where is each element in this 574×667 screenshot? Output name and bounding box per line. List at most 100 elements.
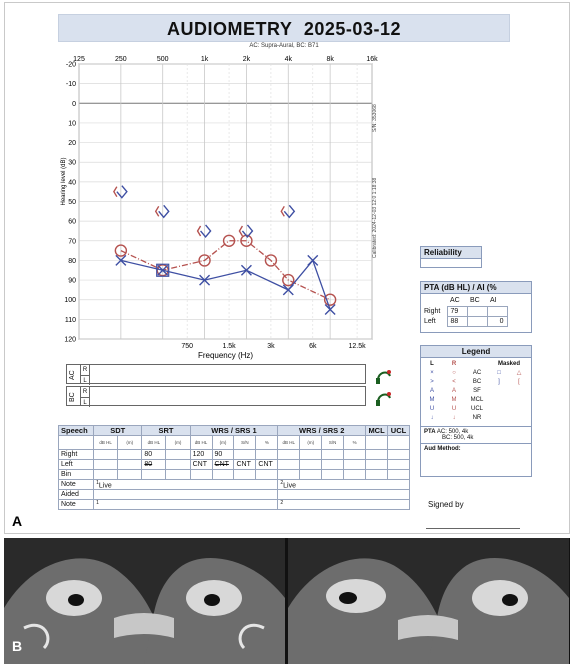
left-ac-point	[157, 264, 169, 276]
bc-right-marker	[280, 205, 285, 217]
speech-row-note: Note 1Live 2Live	[57, 478, 410, 491]
bc-side-label: BC	[67, 387, 81, 405]
x-tick-bottom: 750	[181, 343, 193, 350]
right-ac-point	[222, 234, 236, 247]
masked-marker	[156, 263, 170, 277]
signature-line	[426, 528, 520, 529]
bc-left-marker	[241, 224, 254, 239]
bc-l-cell: L	[81, 397, 90, 407]
left-ac-point	[324, 304, 336, 316]
title-date: 2025-03-12	[303, 19, 401, 39]
bone-conductor-icon	[376, 392, 391, 406]
pta-col-ai: AI	[490, 297, 497, 305]
left-ac-point	[199, 274, 211, 286]
bc-right-marker	[238, 225, 244, 237]
y-tick: 80	[68, 258, 76, 265]
y-tick: 40	[68, 179, 76, 186]
pta-box: PTA (dB HL) / AI (% AC BC AI Right 79 Le…	[420, 281, 532, 333]
x-tick-top: 8k	[326, 56, 334, 63]
x-tick-bottom: 12.5k	[349, 343, 367, 350]
x-axis-label: Frequency (Hz)	[198, 351, 253, 360]
x-tick-top: 2k	[243, 56, 251, 63]
legend-box: Legend L R Masked × ○ AC □ △ > < BC][A A SF M M MCL U…	[420, 345, 532, 477]
ac-l-cell: L	[81, 375, 90, 385]
y-tick: 20	[68, 140, 76, 147]
serial-number: S/N: 353068	[372, 104, 378, 132]
ct-scan-left	[4, 538, 285, 664]
transducer-subtitle: AC: Supra-Aural, BC: B71	[249, 43, 319, 49]
pta-header: PTA (dB HL) / AI (%	[421, 282, 531, 294]
signed-by-label: Signed by	[428, 500, 464, 509]
x-tick-top: 1k	[201, 56, 209, 63]
right-ac-line	[120, 240, 331, 301]
right-ac-point	[323, 293, 337, 306]
legend-row: U U UCL	[429, 406, 483, 412]
y-tick: 110	[65, 317, 76, 324]
left-ac-point	[307, 254, 319, 266]
pta-col-ac: AC	[450, 297, 460, 305]
reliability-box: Reliability	[420, 246, 482, 268]
ac-side-label: AC	[67, 365, 81, 383]
bc-right-marker	[154, 205, 160, 217]
bc-left-marker	[200, 224, 212, 239]
left-ac-point	[240, 264, 252, 276]
right-ac-point	[282, 273, 295, 287]
calibration-date: Calibrated: 2024-12-03 12:0 1:18:38	[372, 177, 378, 258]
panel-a-label: A	[12, 513, 23, 529]
y-tick: 60	[68, 219, 76, 226]
y-tick: 30	[68, 160, 76, 167]
x-tick-top: 4k	[285, 56, 293, 63]
pta-row-right: Right 79	[421, 305, 508, 317]
right-ac-point	[264, 254, 278, 267]
bc-right-marker	[196, 225, 202, 237]
pta-row-left: Left 88 0	[421, 315, 508, 327]
y-tick: 70	[68, 238, 76, 245]
legend-row: > < BC][	[430, 379, 520, 385]
panel-b-label: B	[12, 638, 23, 654]
legend-row: A A SF	[429, 388, 481, 394]
x-tick-bottom: 1.5k	[222, 343, 236, 350]
y-tick: 120	[64, 337, 76, 344]
bc-left-marker	[283, 204, 296, 219]
x-tick-top: 125	[73, 56, 85, 63]
speech-table: Speech SDT SRT WRS / SRS 1 WRS / SRS 2 M…	[57, 425, 410, 511]
pta-col-bc: BC	[470, 297, 480, 305]
y-tick: 0	[72, 101, 76, 108]
x-tick-bottom: 6k	[309, 343, 317, 350]
y-tick: -10	[66, 81, 76, 88]
speech-row-bin: Bin	[57, 469, 410, 480]
speech-row-right: Right 80 120 90	[57, 449, 410, 460]
speech-row-note2: Note 1 2	[57, 499, 410, 511]
left-ac-point	[115, 254, 127, 266]
y-tick: 100	[64, 297, 76, 304]
headphone-icon	[376, 370, 391, 384]
x-tick-top: 250	[115, 56, 127, 63]
ac-r-cell: R	[81, 365, 90, 375]
bc-transducer-row: BC R L	[66, 386, 366, 407]
legend-row: M M MCL	[429, 397, 484, 403]
y-tick: 90	[68, 278, 76, 285]
y-axis-label: Hearing level (dB)	[61, 157, 67, 205]
right-ac-point	[114, 244, 128, 257]
speech-row-aided: Aided	[57, 489, 410, 501]
bc-r-cell: R	[81, 387, 90, 397]
legend-row: ↓ ↓ NR	[430, 415, 482, 421]
left-ac-point	[282, 284, 294, 296]
y-tick: 50	[68, 199, 76, 206]
reliability-header: Reliability	[421, 247, 481, 259]
bc-right-marker	[113, 186, 118, 198]
legend-row: × ○ AC □ △	[430, 370, 522, 376]
y-tick: 10	[68, 120, 76, 127]
x-tick-bottom: 3k	[267, 343, 275, 350]
y-tick: -20	[66, 62, 76, 69]
ct-scan-right	[288, 538, 569, 664]
right-ac-point	[198, 254, 211, 267]
ac-transducer-row: AC R L	[66, 364, 366, 385]
panel-b: B	[4, 538, 570, 664]
legend-header: Legend	[421, 346, 531, 358]
speech-row-left: Left 80 CNT CNT CNT CNT	[57, 459, 410, 470]
report-title: AUDIOMETRY 2025-03-12	[58, 14, 510, 42]
x-tick-top: 500	[157, 56, 169, 63]
x-tick-top: 16k	[366, 56, 378, 63]
